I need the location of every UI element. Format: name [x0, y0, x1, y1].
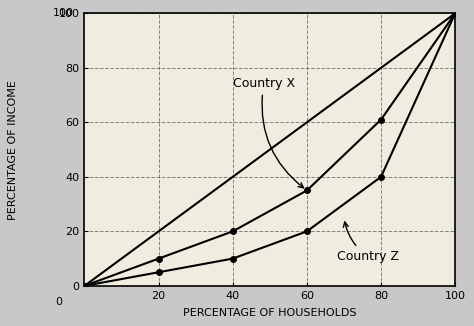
Text: 100: 100 — [52, 8, 73, 18]
Text: Country Z: Country Z — [337, 222, 399, 263]
Y-axis label: PERCENTAGE OF INCOME: PERCENTAGE OF INCOME — [8, 80, 18, 219]
Text: Country X: Country X — [233, 77, 303, 188]
Text: 0: 0 — [55, 297, 62, 307]
X-axis label: PERCENTAGE OF HOUSEHOLDS: PERCENTAGE OF HOUSEHOLDS — [183, 308, 356, 318]
